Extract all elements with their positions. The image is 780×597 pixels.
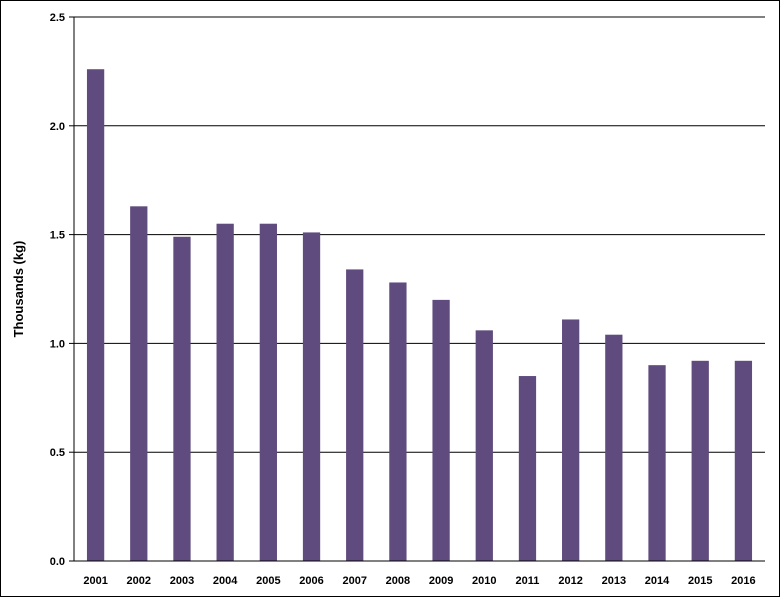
x-tick-label: 2003 xyxy=(170,575,194,587)
axes xyxy=(69,16,765,562)
x-tick-label: 2012 xyxy=(558,575,582,587)
x-tick-label: 2002 xyxy=(127,575,151,587)
x-tick-label: 2014 xyxy=(645,575,670,587)
bars xyxy=(86,69,753,561)
bar-2014 xyxy=(648,365,666,561)
y-tick-label: 2.0 xyxy=(50,121,65,133)
x-tick-label: 2013 xyxy=(602,575,626,587)
x-tick-label: 2007 xyxy=(342,575,366,587)
bar-2008 xyxy=(389,282,407,561)
bar-2001 xyxy=(86,69,105,561)
x-tick-label: 2006 xyxy=(299,575,323,587)
x-tick-label: 2008 xyxy=(386,575,410,587)
bar-2004 xyxy=(216,223,234,561)
y-tick-labels: 0.0 0.5 1.0 1.5 2.0 2.5 xyxy=(50,12,65,568)
x-tick-label: 2015 xyxy=(688,575,712,587)
x-tick-label: 2005 xyxy=(256,575,280,587)
bar-2012 xyxy=(562,319,580,561)
x-tick-labels: 2001 2002 2003 2004 2005 2006 2007 2008 2009 2010… xyxy=(83,575,755,587)
y-tick-label: 2.5 xyxy=(50,12,65,24)
x-tick-label: 2016 xyxy=(731,575,755,587)
y-tick-label: 0.0 xyxy=(50,556,65,568)
bar-2009 xyxy=(432,299,450,561)
bar-2003 xyxy=(173,236,191,561)
bar-2002 xyxy=(130,206,148,561)
x-tick-label: 2010 xyxy=(472,575,496,587)
bar-2005 xyxy=(259,223,277,561)
bar-2010 xyxy=(475,330,493,561)
y-tick-label: 0.5 xyxy=(50,447,65,459)
x-tick-label: 2001 xyxy=(83,575,107,587)
x-tick-label: 2009 xyxy=(429,575,453,587)
bar-2011 xyxy=(518,376,537,561)
y-axis-title: Thousands (kg) xyxy=(11,241,26,338)
y-tick-label: 1.0 xyxy=(50,338,65,350)
y-tick-label: 1.5 xyxy=(50,230,65,242)
bar-2007 xyxy=(346,269,364,561)
bar-2016 xyxy=(734,360,753,561)
x-tick-label: 2011 xyxy=(516,575,540,587)
bar-2006 xyxy=(302,232,321,561)
bar-2013 xyxy=(605,334,623,561)
bar-2015 xyxy=(691,360,709,561)
x-tick-label: 2004 xyxy=(213,575,238,587)
